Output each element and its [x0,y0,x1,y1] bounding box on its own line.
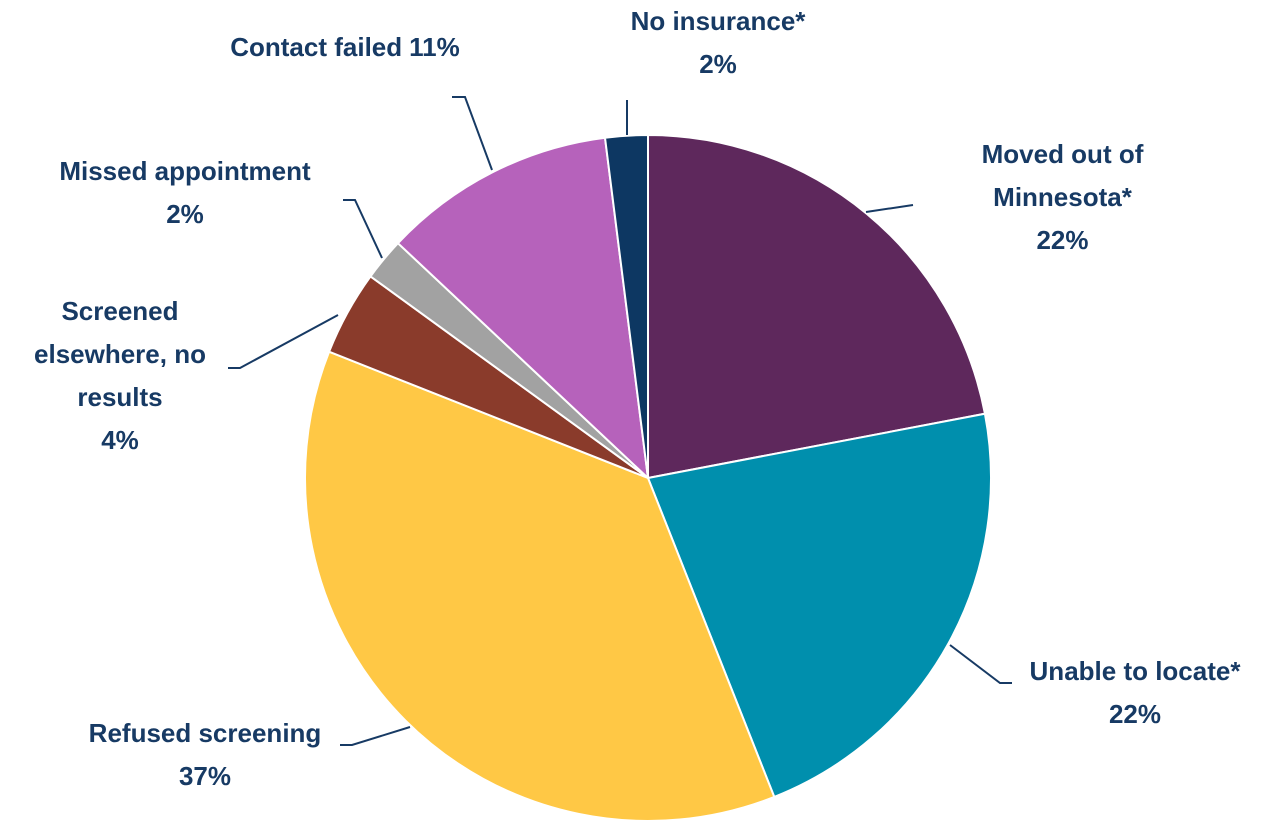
value-label: 2% [166,199,204,229]
slice-label: No insurance* 2% [598,0,838,86]
leader-line [452,96,493,171]
value-label: 22% [1036,225,1089,255]
leader-line [865,204,914,213]
value-label: 37% [178,761,232,791]
leader-line [949,644,1012,684]
slice-label: Missed appointment 2% [25,150,345,236]
slice-label: Moved out of Minnesota* 22% [935,133,1190,262]
leader-line [228,314,339,369]
leader-line [343,199,383,259]
pie-slice [603,133,649,479]
value-label: 22% [1108,699,1162,729]
category-label: No insurance* [630,6,806,36]
category-label: Unable to locate* [1029,656,1241,686]
slice-label: Refused screening 37% [60,712,350,798]
category-label: Missed appointment [59,156,311,186]
category-label: Refused screening [88,718,322,748]
value-label: 2% [699,49,737,79]
value-label: 11% [409,32,460,62]
category-label: Contact failed [230,32,403,62]
slice-label: Unable to locate* 22% [995,650,1275,736]
slice-label: Screened elsewhere, no results 4% [10,290,230,462]
value-label: 4% [101,425,139,455]
pie-slice [396,136,650,481]
slice-label: Contact failed 11% [195,26,495,69]
category-label: Moved out of Minnesota* [981,139,1144,212]
pie-slice [304,350,776,822]
leader-line [340,726,411,746]
pie-slice [646,412,992,799]
category-label: Screened elsewhere, no results [34,296,206,412]
pie-slice [647,133,987,480]
